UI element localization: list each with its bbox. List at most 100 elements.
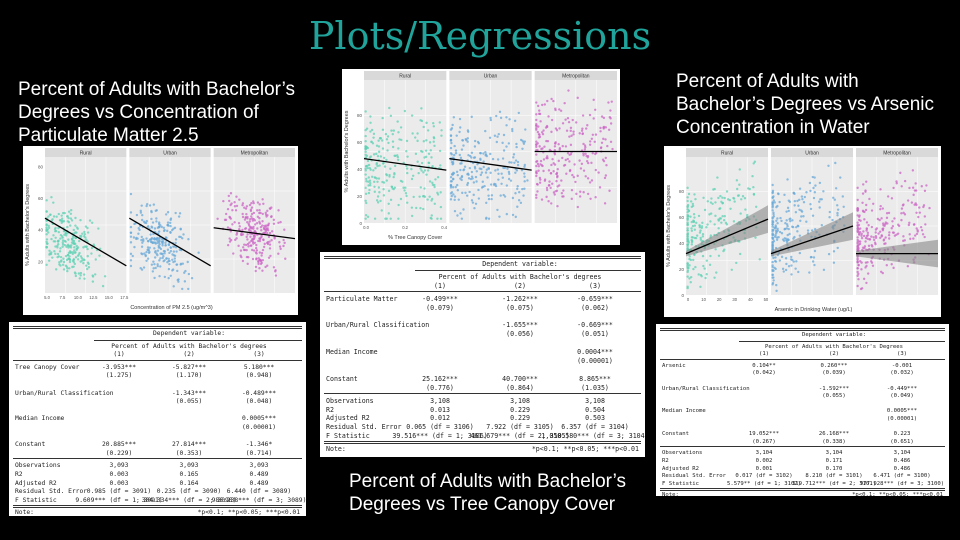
data-point xyxy=(450,141,453,145)
data-point xyxy=(252,211,256,215)
data-point xyxy=(473,167,477,170)
table-cell: 0.164 xyxy=(179,479,199,487)
data-point xyxy=(238,225,241,228)
table-row: (0.056) (0.051) xyxy=(320,330,645,339)
data-point xyxy=(129,264,133,268)
data-point xyxy=(499,116,503,120)
data-point xyxy=(494,169,497,172)
data-point xyxy=(64,264,68,267)
data-point xyxy=(582,152,585,155)
data-point xyxy=(455,134,458,137)
row-label: Urban/Rural Classification xyxy=(326,321,430,330)
data-point xyxy=(771,264,774,267)
data-point xyxy=(772,279,775,282)
data-point xyxy=(920,185,923,188)
data-point xyxy=(556,167,559,171)
data-point xyxy=(517,199,521,202)
table-cell: -5.827*** xyxy=(171,363,207,371)
data-point xyxy=(507,177,511,181)
table-cell: (0.075) xyxy=(506,303,534,312)
data-point xyxy=(686,227,689,230)
data-point xyxy=(569,129,572,133)
data-point xyxy=(538,181,542,184)
data-point xyxy=(483,185,486,188)
data-point xyxy=(388,106,391,110)
data-point xyxy=(812,256,816,259)
data-point xyxy=(439,191,442,194)
data-point xyxy=(771,209,774,212)
data-point xyxy=(611,147,614,151)
data-point xyxy=(882,227,885,230)
data-point xyxy=(498,110,502,114)
data-point xyxy=(879,204,882,208)
data-point xyxy=(439,205,443,209)
data-point xyxy=(145,259,148,262)
facet-strip xyxy=(534,71,617,80)
table-cell: 3,093 xyxy=(179,462,199,470)
x-tick-label: 10.0 xyxy=(74,295,83,300)
data-point xyxy=(921,233,925,236)
data-point xyxy=(690,220,693,224)
data-point xyxy=(714,214,717,218)
data-point xyxy=(438,149,442,153)
data-point xyxy=(75,244,78,248)
data-point xyxy=(753,160,757,163)
data-point xyxy=(369,184,372,187)
data-point xyxy=(792,237,795,240)
data-point xyxy=(723,214,726,218)
data-point xyxy=(263,242,266,246)
data-point xyxy=(459,168,462,172)
data-point xyxy=(482,152,485,155)
data-point xyxy=(793,199,797,203)
data-point xyxy=(366,159,370,163)
data-point xyxy=(886,222,889,225)
data-point xyxy=(811,175,814,179)
data-point xyxy=(396,120,399,123)
table-row xyxy=(9,433,306,442)
table-cell: 6.471 (df = 3100) xyxy=(873,473,931,480)
data-point xyxy=(522,194,525,197)
data-point xyxy=(458,153,461,157)
data-point xyxy=(381,128,385,131)
data-point xyxy=(604,174,608,177)
table-cell: 3,104 xyxy=(825,450,843,457)
x-tick-label: 5.0 xyxy=(44,295,50,300)
data-point xyxy=(250,239,253,243)
data-point xyxy=(150,217,153,221)
facet-label: Metropolitan xyxy=(562,74,590,80)
data-point xyxy=(715,271,718,274)
data-point xyxy=(373,176,377,179)
table-cell: 0.170 xyxy=(825,465,843,472)
table-row: (0.267) (0.338) (0.651) xyxy=(656,439,949,447)
data-point xyxy=(452,116,456,119)
data-point xyxy=(499,194,502,197)
data-point xyxy=(364,213,368,217)
table-cell: 0.486 xyxy=(893,465,911,472)
data-point xyxy=(687,266,690,270)
data-point xyxy=(581,114,585,117)
data-point xyxy=(790,264,793,267)
data-point xyxy=(592,98,595,102)
data-point xyxy=(880,234,883,237)
data-point xyxy=(908,186,911,190)
data-point xyxy=(573,163,576,166)
data-point xyxy=(283,241,286,245)
data-point xyxy=(891,224,895,228)
data-point xyxy=(427,161,430,165)
data-point xyxy=(856,242,859,245)
data-point xyxy=(828,210,832,214)
data-point xyxy=(52,215,56,218)
data-point xyxy=(255,243,258,247)
data-point xyxy=(771,233,775,237)
data-point xyxy=(244,243,248,247)
data-point xyxy=(887,211,891,215)
data-point xyxy=(253,223,257,226)
data-point xyxy=(743,197,747,200)
data-point xyxy=(539,120,542,123)
data-point xyxy=(420,169,423,172)
data-point xyxy=(148,246,151,249)
y-tick-label: 40 xyxy=(38,228,44,233)
data-point xyxy=(498,215,501,218)
data-point xyxy=(813,191,817,194)
data-point xyxy=(895,180,898,183)
